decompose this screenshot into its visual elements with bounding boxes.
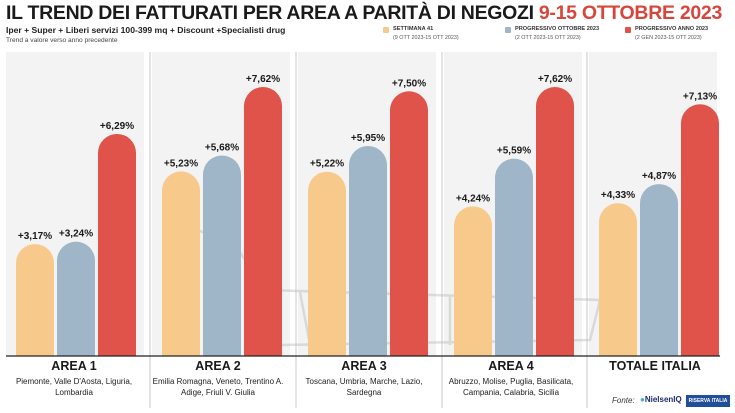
bar-area-1-series-3 [98, 133, 136, 356]
data-label: +5,23% [164, 158, 198, 169]
data-label: +5,68% [205, 142, 239, 153]
bar-area-1-series-1 [16, 244, 54, 356]
bar-area-4-series-2 [495, 158, 533, 356]
data-label: +5,95% [351, 133, 385, 144]
bar-area-3-series-2 [349, 145, 387, 356]
chart-subtitle: Iper + Super + Liberi servizi 100-399 mq… [6, 25, 286, 35]
bar-totale-italia-series-3 [681, 104, 719, 356]
bar-totale-italia-series-2 [640, 184, 678, 356]
bar-area-1-series-2 [57, 241, 95, 356]
chart-title: IL TREND DEI FATTURATI PER AREA A PARITÀ… [6, 2, 722, 24]
data-label: +4,33% [601, 190, 635, 201]
bar-area-2-series-1 [162, 171, 200, 356]
legend-label: PROGRESSIVO ANNO 2023 [635, 26, 709, 32]
data-label: +7,50% [392, 78, 426, 89]
nielseniq-logo: ●NielsenIQ [640, 395, 682, 404]
data-label: +4,24% [456, 193, 490, 204]
category-detail-area-1: Piemonte, Valle D'Aosta, Liguria, Lombar… [15, 377, 133, 397]
category-detail-area-3: Toscana, Umbria, Marche, Lazio, Sardegna [305, 377, 423, 397]
legend-swatch [625, 27, 631, 33]
data-label: +4,87% [642, 171, 676, 182]
data-label: +7,62% [246, 74, 280, 85]
bar-area-3-series-3 [390, 91, 428, 357]
data-label: +5,22% [310, 159, 344, 170]
legend-label: SETTIMANA 41 [393, 26, 434, 32]
legend-swatch [505, 27, 511, 33]
category-label-area-1: AREA 1 [51, 359, 97, 373]
category-detail-area-2: Emilia Romagna, Veneto, Trentino A. Adig… [152, 377, 284, 397]
source-label: Fonte: [612, 396, 635, 405]
data-label: +7,13% [683, 91, 717, 102]
bar-area-2-series-3 [244, 87, 282, 356]
data-label: +3,17% [18, 231, 52, 242]
legend-swatch [383, 27, 389, 33]
category-label-area-3: AREA 3 [341, 359, 387, 373]
riserva-italia-logo: RISERVA ITALIA [686, 395, 730, 407]
bar-area-4-series-3 [536, 87, 574, 356]
data-label: +3,24% [59, 229, 93, 240]
data-label: +7,62% [538, 74, 572, 85]
bar-area-4-series-1 [454, 206, 492, 356]
legend-sub: (2 OTT 2023-15 OTT 2023) [515, 35, 581, 41]
legend-label: PROGRESSIVO OTTOBRE 2023 [515, 26, 600, 32]
data-label: +6,29% [100, 121, 134, 132]
data-label: +5,59% [497, 146, 531, 157]
bar-area-3-series-1 [308, 171, 346, 356]
bar-area-2-series-2 [203, 155, 241, 356]
legend-sub: (9 OTT 2023-15 OTT 2023) [393, 35, 459, 41]
legend-sub: (2 GEN 2023-15 OTT 2023) [635, 35, 702, 41]
bar-totale-italia-series-1 [599, 203, 637, 356]
category-detail-area-4: Abruzzo, Molise, Puglia, Basilicata, Cam… [448, 377, 574, 397]
chart-note: Trend a valore verso anno precedente [6, 37, 118, 44]
category-label-area-4: AREA 4 [488, 359, 534, 373]
category-label-totale: TOTALE ITALIA [609, 359, 701, 373]
category-label-area-2: AREA 2 [195, 359, 241, 373]
